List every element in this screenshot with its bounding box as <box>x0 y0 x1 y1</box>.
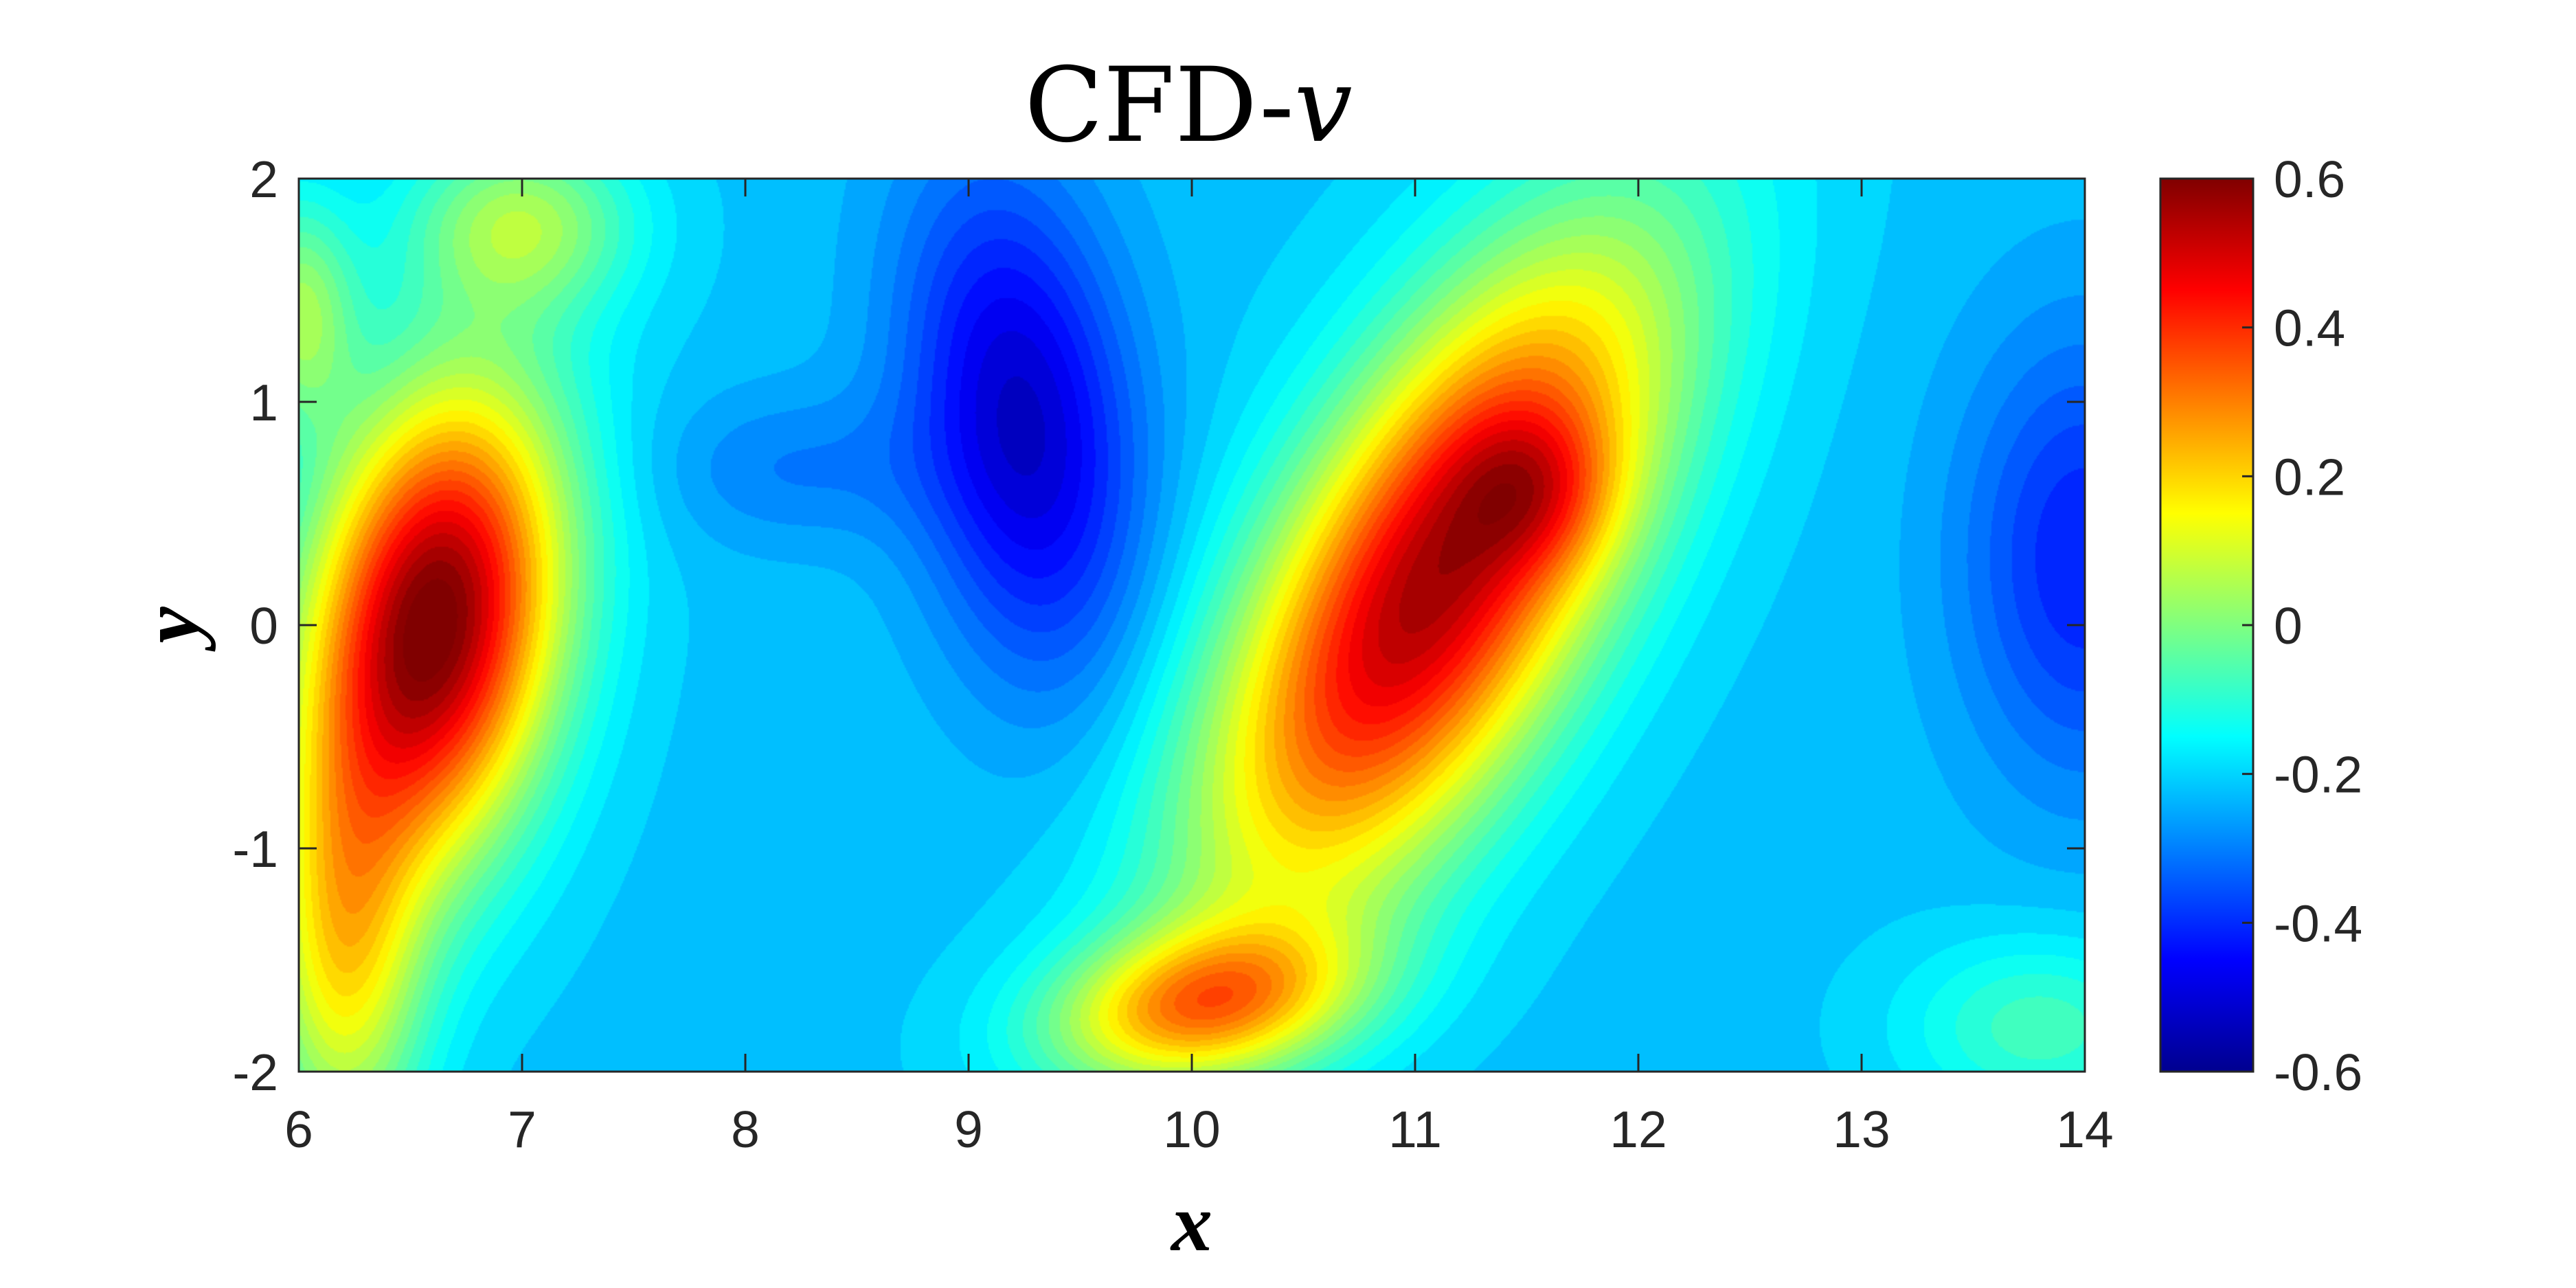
y-axis: 2 1 0 -1 -2 <box>232 150 2085 1101</box>
x-tick-label: 9 <box>954 1100 983 1158</box>
y-tick-label: -2 <box>232 1043 278 1101</box>
x-axis: 6 7 8 9 10 11 12 13 14 <box>284 179 2114 1158</box>
colorbar-tick-label: -0.4 <box>2274 894 2362 952</box>
x-tick-label: 8 <box>731 1100 760 1158</box>
colorbar-tick-label: 0.6 <box>2274 150 2345 208</box>
x-axis-label: x <box>1170 1177 1212 1268</box>
y-tick-label: 0 <box>249 597 278 655</box>
y-tick-label: -1 <box>232 820 278 878</box>
x-tick-label: 14 <box>2056 1100 2113 1158</box>
y-tick-label: 2 <box>249 150 278 208</box>
y-tick-label: 1 <box>249 374 278 431</box>
colorbar-tick-label: 0.2 <box>2274 448 2345 506</box>
colorbar <box>2159 177 2255 1073</box>
x-tick-label: 13 <box>1833 1100 1890 1158</box>
chart-title-variable: v <box>1294 46 1353 166</box>
x-tick-label: 12 <box>1609 1100 1667 1158</box>
colorbar-tick-label: 0 <box>2274 597 2303 655</box>
heatmap-canvas <box>299 179 2085 1072</box>
colorbar-tick-label: -0.6 <box>2274 1043 2362 1101</box>
x-tick-label: 11 <box>1388 1100 1442 1158</box>
x-tick-label: 6 <box>284 1100 313 1158</box>
x-tick-label: 7 <box>508 1100 536 1158</box>
y-axis-label: y <box>124 607 216 653</box>
colorbar-axis: 0.6 0.4 0.2 0 -0.2 -0.4 -0.6 <box>2242 150 2362 1101</box>
x-tick-label: 10 <box>1163 1100 1220 1158</box>
chart-title: CFD-v <box>1024 46 1352 166</box>
chart-title-main: CFD- <box>1024 46 1294 166</box>
colorbar-tick-label: -0.2 <box>2274 746 2362 804</box>
heatmap-plot-area <box>299 179 2085 1072</box>
colorbar-tick-label: 0.4 <box>2274 300 2345 357</box>
